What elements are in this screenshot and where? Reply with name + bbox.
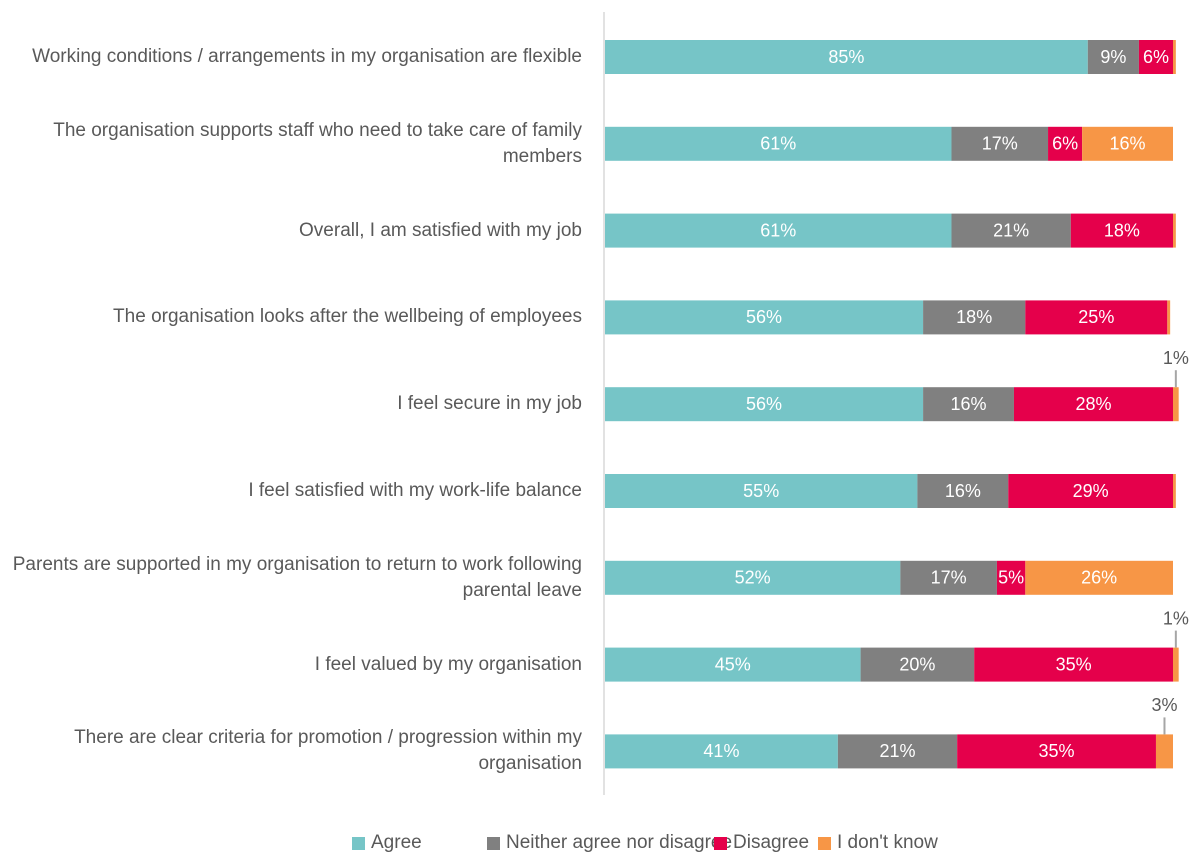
data-label: 16%	[951, 394, 987, 414]
bar-segment	[917, 474, 1009, 508]
legend-label: Disagree	[733, 832, 810, 853]
category-label: Working conditions / arrangements in my …	[32, 46, 582, 67]
category-label: I feel valued by my organisation	[314, 653, 582, 675]
legend-swatch	[714, 836, 727, 850]
category-label: Parents are supported in my organisation…	[12, 553, 582, 601]
bar-segment	[1173, 647, 1179, 682]
legend-item: Agree	[352, 832, 422, 854]
data-label: 16%	[1110, 134, 1146, 154]
legend-label: I don't know	[837, 832, 938, 853]
bar-segment	[1173, 40, 1176, 74]
bar-segment	[974, 647, 1173, 682]
category-label: I feel satisfied with my work-life balan…	[248, 480, 582, 501]
bar-segment	[1025, 300, 1168, 335]
bar-segment	[923, 300, 1026, 335]
bar-segment	[1138, 40, 1173, 74]
category-label: Overall, I am satisfied with my job	[299, 219, 582, 241]
bar-segment	[1070, 213, 1173, 248]
data-label: 20%	[899, 654, 935, 674]
bar-segment	[1173, 213, 1176, 248]
bar-segment	[1082, 126, 1173, 161]
bar-segment	[1013, 387, 1173, 422]
legend-label: Neither agree nor disagree	[506, 832, 733, 853]
data-label: 35%	[1056, 654, 1092, 674]
data-label: 17%	[931, 568, 967, 588]
bar-segment	[860, 647, 975, 682]
category-label: I feel secure in my job	[397, 393, 582, 415]
data-label: 17%	[982, 134, 1018, 154]
bar-segment	[1167, 300, 1171, 335]
legend-item: Neither agree nor disagree	[487, 832, 732, 854]
data-label: 1%	[1163, 348, 1189, 368]
category-label: There are clear criteria for promotion /…	[74, 727, 582, 775]
data-label: 25%	[1078, 307, 1114, 327]
bar-segment	[605, 647, 861, 682]
data-label: 26%	[1081, 568, 1117, 588]
data-label: 35%	[1039, 741, 1075, 761]
bar-segment	[1048, 126, 1083, 161]
bar-segment	[996, 560, 1026, 595]
data-label: 6%	[1143, 47, 1169, 67]
legend-swatch	[487, 836, 500, 850]
bar-segment	[957, 734, 1156, 769]
bar-segment	[1173, 387, 1179, 422]
data-label: 18%	[1104, 220, 1140, 240]
data-label: 28%	[1075, 394, 1111, 414]
data-label: 45%	[715, 654, 751, 674]
data-label: 1%	[1163, 608, 1189, 628]
data-label: 52%	[735, 568, 771, 588]
data-label: 85%	[828, 47, 864, 67]
bar-segment	[1008, 474, 1173, 508]
data-label: 55%	[743, 481, 779, 501]
data-label: 3%	[1151, 695, 1177, 715]
bar-segment	[605, 300, 924, 335]
category-label: The organisation supports staff who need…	[53, 119, 582, 167]
bar-segment	[1025, 560, 1173, 595]
data-label: 21%	[993, 220, 1029, 240]
bar-segment	[605, 387, 924, 422]
legend-label: Agree	[371, 832, 422, 853]
data-label: 6%	[1052, 134, 1078, 154]
bar-segment	[1087, 40, 1139, 74]
data-label: 41%	[703, 741, 739, 761]
bar-segment	[951, 126, 1049, 161]
bar-segment	[605, 126, 952, 161]
category-label: The organisation looks after the wellbei…	[113, 306, 582, 328]
data-label: 18%	[956, 307, 992, 327]
bar-segment	[900, 560, 997, 595]
data-label: 21%	[880, 741, 916, 761]
data-label: 29%	[1073, 481, 1109, 501]
bar-segment	[1155, 734, 1173, 769]
bar-segment	[837, 734, 958, 769]
legend-swatch	[352, 836, 365, 850]
bar-segment	[1173, 474, 1176, 508]
data-label: 56%	[746, 307, 782, 327]
data-label: 56%	[746, 394, 782, 414]
data-label: 5%	[998, 568, 1024, 588]
data-label: 9%	[1100, 47, 1126, 67]
bar-segment	[951, 213, 1071, 248]
data-label: 61%	[760, 220, 796, 240]
bar-segment	[605, 734, 838, 769]
data-label: 16%	[945, 481, 981, 501]
legend-item: Disagree	[714, 832, 809, 854]
bar-segment	[923, 387, 1014, 422]
bar-segment	[605, 213, 952, 248]
legend-item: I don't know	[818, 832, 938, 854]
bar-segment	[605, 474, 918, 508]
bar-segment	[605, 40, 1088, 74]
legend-swatch	[818, 836, 831, 850]
bar-segment	[605, 560, 901, 595]
data-label: 61%	[760, 134, 796, 154]
